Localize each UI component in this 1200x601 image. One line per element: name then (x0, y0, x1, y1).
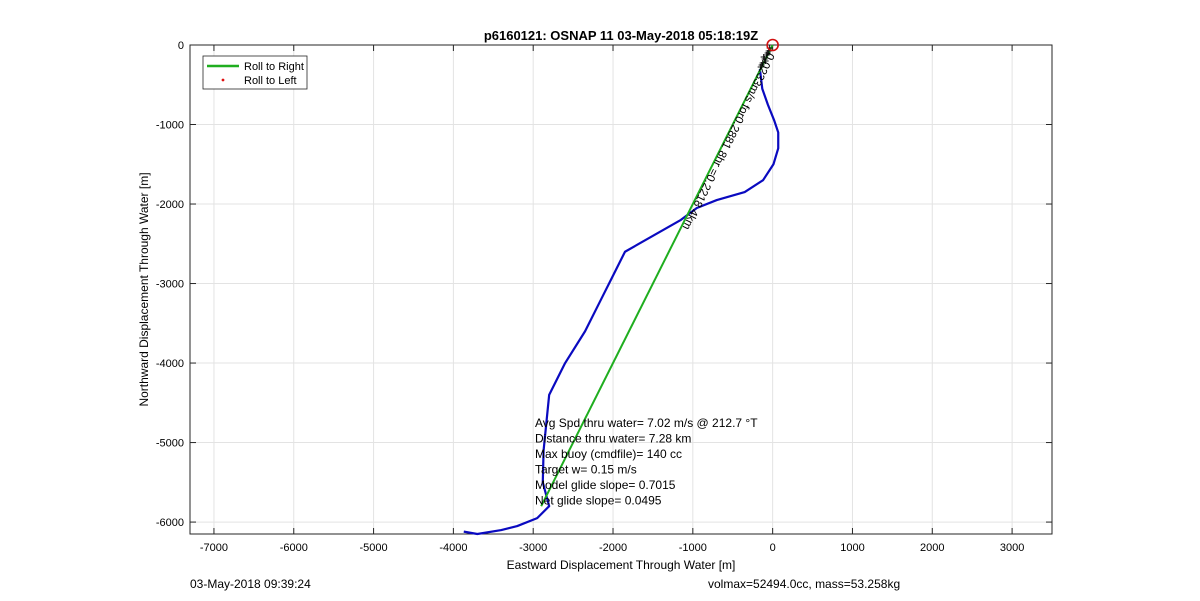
x-tick-label: -1000 (679, 542, 707, 554)
x-tick-label: 3000 (1000, 542, 1024, 554)
y-tick-label: -5000 (156, 438, 184, 450)
footer-mass-info: volmax=52494.0cc, mass=53.258kg (708, 577, 901, 591)
x-tick-label: 0 (770, 542, 776, 554)
annotation-line: Distance thru water= 7.28 km (535, 432, 691, 446)
axis-ticks: -7000 -6000 -5000 -4000 -3000 -2000 -1000 0 1000… (156, 40, 1052, 554)
surface-fix-marker (760, 54, 767, 60)
y-tick-label: -6000 (156, 517, 184, 529)
x-tick-label: -4000 (439, 542, 467, 554)
x-tick-label: 1000 (840, 542, 864, 554)
surface-fix-marker (764, 50, 771, 56)
annotation-line: Model glide slope= 0.7015 (535, 478, 676, 492)
legend-box (202, 55, 308, 90)
y-tick-label: -1000 (156, 120, 184, 132)
x-tick-label: 2000 (920, 542, 944, 554)
roll-to-right-line (540, 44, 774, 507)
annotation-line: Net glide slope= 0.0495 (535, 494, 662, 508)
displacement-track-line (463, 68, 780, 536)
y-tick-label: -4000 (156, 358, 184, 370)
footer-timestamp: 03-May-2018 09:39:24 (190, 577, 311, 591)
surface-fix-marker (758, 62, 765, 68)
marker-layer (757, 38, 779, 70)
chart-title: p6160121: OSNAP 11 03-May-2018 05:18:19Z (484, 28, 758, 43)
surface-fix-marker (762, 58, 769, 64)
start-position-marker (766, 38, 779, 52)
x-tick-label: -7000 (200, 542, 228, 554)
series-layer (463, 44, 780, 536)
x-tick-label: -3000 (519, 542, 547, 554)
x-tick-label: -2000 (599, 542, 627, 554)
y-tick-label: 0 (178, 40, 184, 52)
legend: Roll to Right Roll to Left (202, 55, 308, 90)
x-axis-label: Eastward Displacement Through Water [m] (507, 558, 736, 572)
annotation-line: Target w= 0.15 m/s (535, 463, 637, 477)
y-tick-label: -2000 (156, 199, 184, 211)
legend-swatch-roll-left (221, 78, 225, 82)
y-tick-label: -3000 (156, 279, 184, 291)
x-tick-label: -5000 (360, 542, 388, 554)
annotation-line: Max buoy (cmdfile)= 140 cc (535, 447, 682, 461)
x-tick-label: -6000 (280, 542, 308, 554)
y-axis-label: Northward Displacement Through Water [m] (137, 172, 151, 406)
axes-box (189, 44, 1053, 535)
legend-label-roll-left: Roll to Left (244, 75, 297, 87)
legend-label-roll-right: Roll to Right (244, 61, 304, 73)
annotation-line: Avg Spd thru water= 7.02 m/s @ 212.7 °T (535, 416, 758, 430)
